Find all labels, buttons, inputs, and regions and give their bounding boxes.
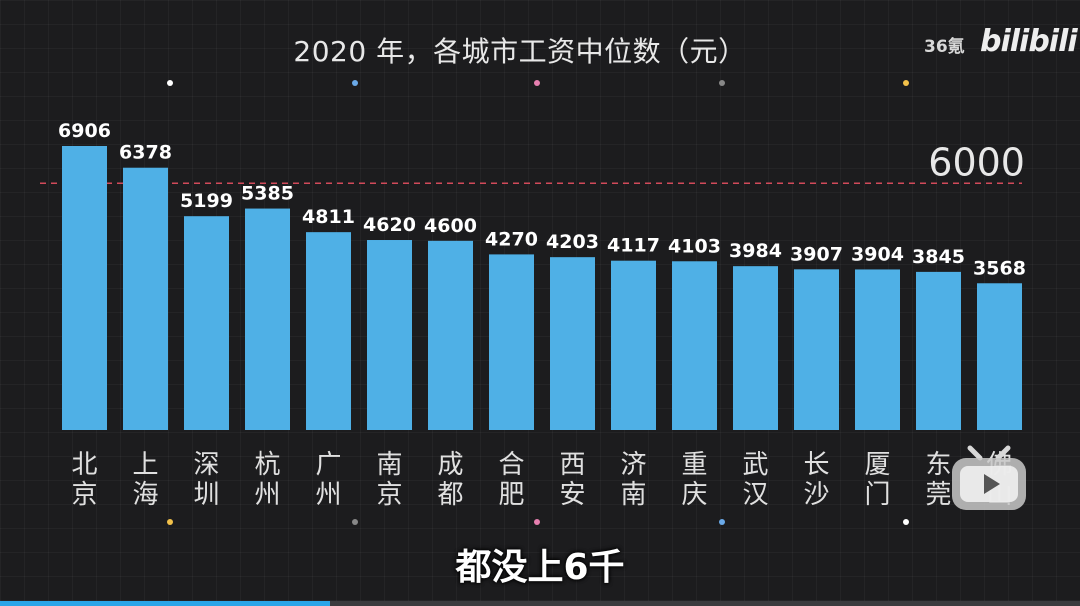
bar-value-label: 4620	[363, 214, 416, 236]
decor-dot	[167, 519, 173, 525]
category-label: 京	[71, 480, 97, 510]
bar	[367, 240, 412, 430]
chart-title: 2020 年，各城市工资中位数（元）	[293, 35, 747, 68]
bar-value-label: 3984	[729, 240, 782, 262]
bar-value-label: 3907	[790, 243, 843, 265]
bar	[916, 271, 961, 430]
bar	[306, 232, 351, 430]
bar-value-label: 4600	[424, 215, 477, 237]
bar	[855, 269, 900, 430]
category-label: 莞	[925, 480, 951, 510]
video-progress-fill	[0, 601, 330, 606]
bar-value-label: 6378	[119, 142, 172, 164]
video-subtitle: 都没上6千	[455, 547, 625, 588]
decor-dot	[903, 519, 909, 525]
bar-value-label: 3845	[912, 246, 965, 268]
decor-dot	[534, 80, 540, 86]
category-label: 长	[803, 450, 829, 480]
bar	[977, 283, 1022, 430]
decor-dot	[352, 80, 358, 86]
bilibili-tv-play-icon[interactable]	[948, 444, 1030, 514]
category-label: 庆	[681, 480, 707, 510]
category-label: 圳	[193, 480, 219, 510]
bar	[428, 240, 473, 430]
category-label: 深	[193, 450, 219, 480]
decor-dot	[719, 519, 725, 525]
bar-value-label: 6906	[58, 120, 111, 142]
watermark-36kr: 36氪	[924, 37, 965, 57]
bar-value-label: 4811	[302, 206, 355, 228]
category-label: 厦	[864, 450, 890, 480]
bar	[794, 269, 839, 430]
category-label: 广	[315, 450, 341, 480]
decor-dot	[719, 80, 725, 86]
bar	[123, 167, 168, 430]
category-label: 汉	[742, 480, 768, 510]
bar-value-label: 4117	[607, 235, 660, 257]
category-label: 京	[376, 480, 402, 510]
category-label: 合	[498, 450, 524, 480]
bar-value-label: 4203	[546, 231, 599, 253]
bar	[62, 146, 107, 430]
category-label: 沙	[803, 480, 829, 510]
category-label: 杭	[254, 450, 280, 480]
bar	[550, 257, 595, 430]
bar	[672, 261, 717, 430]
bar-value-label: 4103	[668, 235, 721, 257]
category-label: 南	[620, 480, 646, 510]
category-label: 成	[437, 450, 463, 480]
category-label: 州	[254, 480, 280, 510]
bar-value-label: 3568	[973, 257, 1026, 279]
bar-value-label: 4270	[485, 228, 538, 250]
decor-dot	[167, 80, 173, 86]
category-label: 重	[681, 450, 707, 480]
category-label: 济	[620, 450, 646, 480]
bar	[733, 266, 778, 430]
bar	[245, 208, 290, 430]
category-label: 肥	[498, 480, 524, 510]
category-label: 武	[742, 450, 768, 480]
category-label: 南	[376, 450, 402, 480]
category-label: 西	[559, 450, 585, 480]
reference-line-label: 6000	[928, 140, 1025, 184]
category-label: 都	[437, 480, 463, 510]
category-label: 东	[925, 450, 951, 480]
decor-dot	[352, 519, 358, 525]
category-label: 海	[132, 480, 158, 510]
category-label: 州	[315, 480, 341, 510]
bar	[611, 260, 656, 430]
bar-value-label: 3904	[851, 243, 904, 265]
watermark-bilibili: bilibili	[980, 24, 1078, 59]
category-label: 门	[864, 480, 890, 510]
decor-dot	[903, 80, 909, 86]
category-label: 北	[71, 450, 97, 480]
bar	[489, 254, 534, 430]
category-label: 安	[559, 480, 585, 510]
bar-value-label: 5199	[180, 190, 233, 212]
bar	[184, 216, 229, 430]
bar-value-label: 5385	[241, 183, 294, 205]
category-label: 上	[132, 450, 158, 480]
decor-dot	[534, 519, 540, 525]
video-progress-track[interactable]	[0, 601, 1080, 606]
